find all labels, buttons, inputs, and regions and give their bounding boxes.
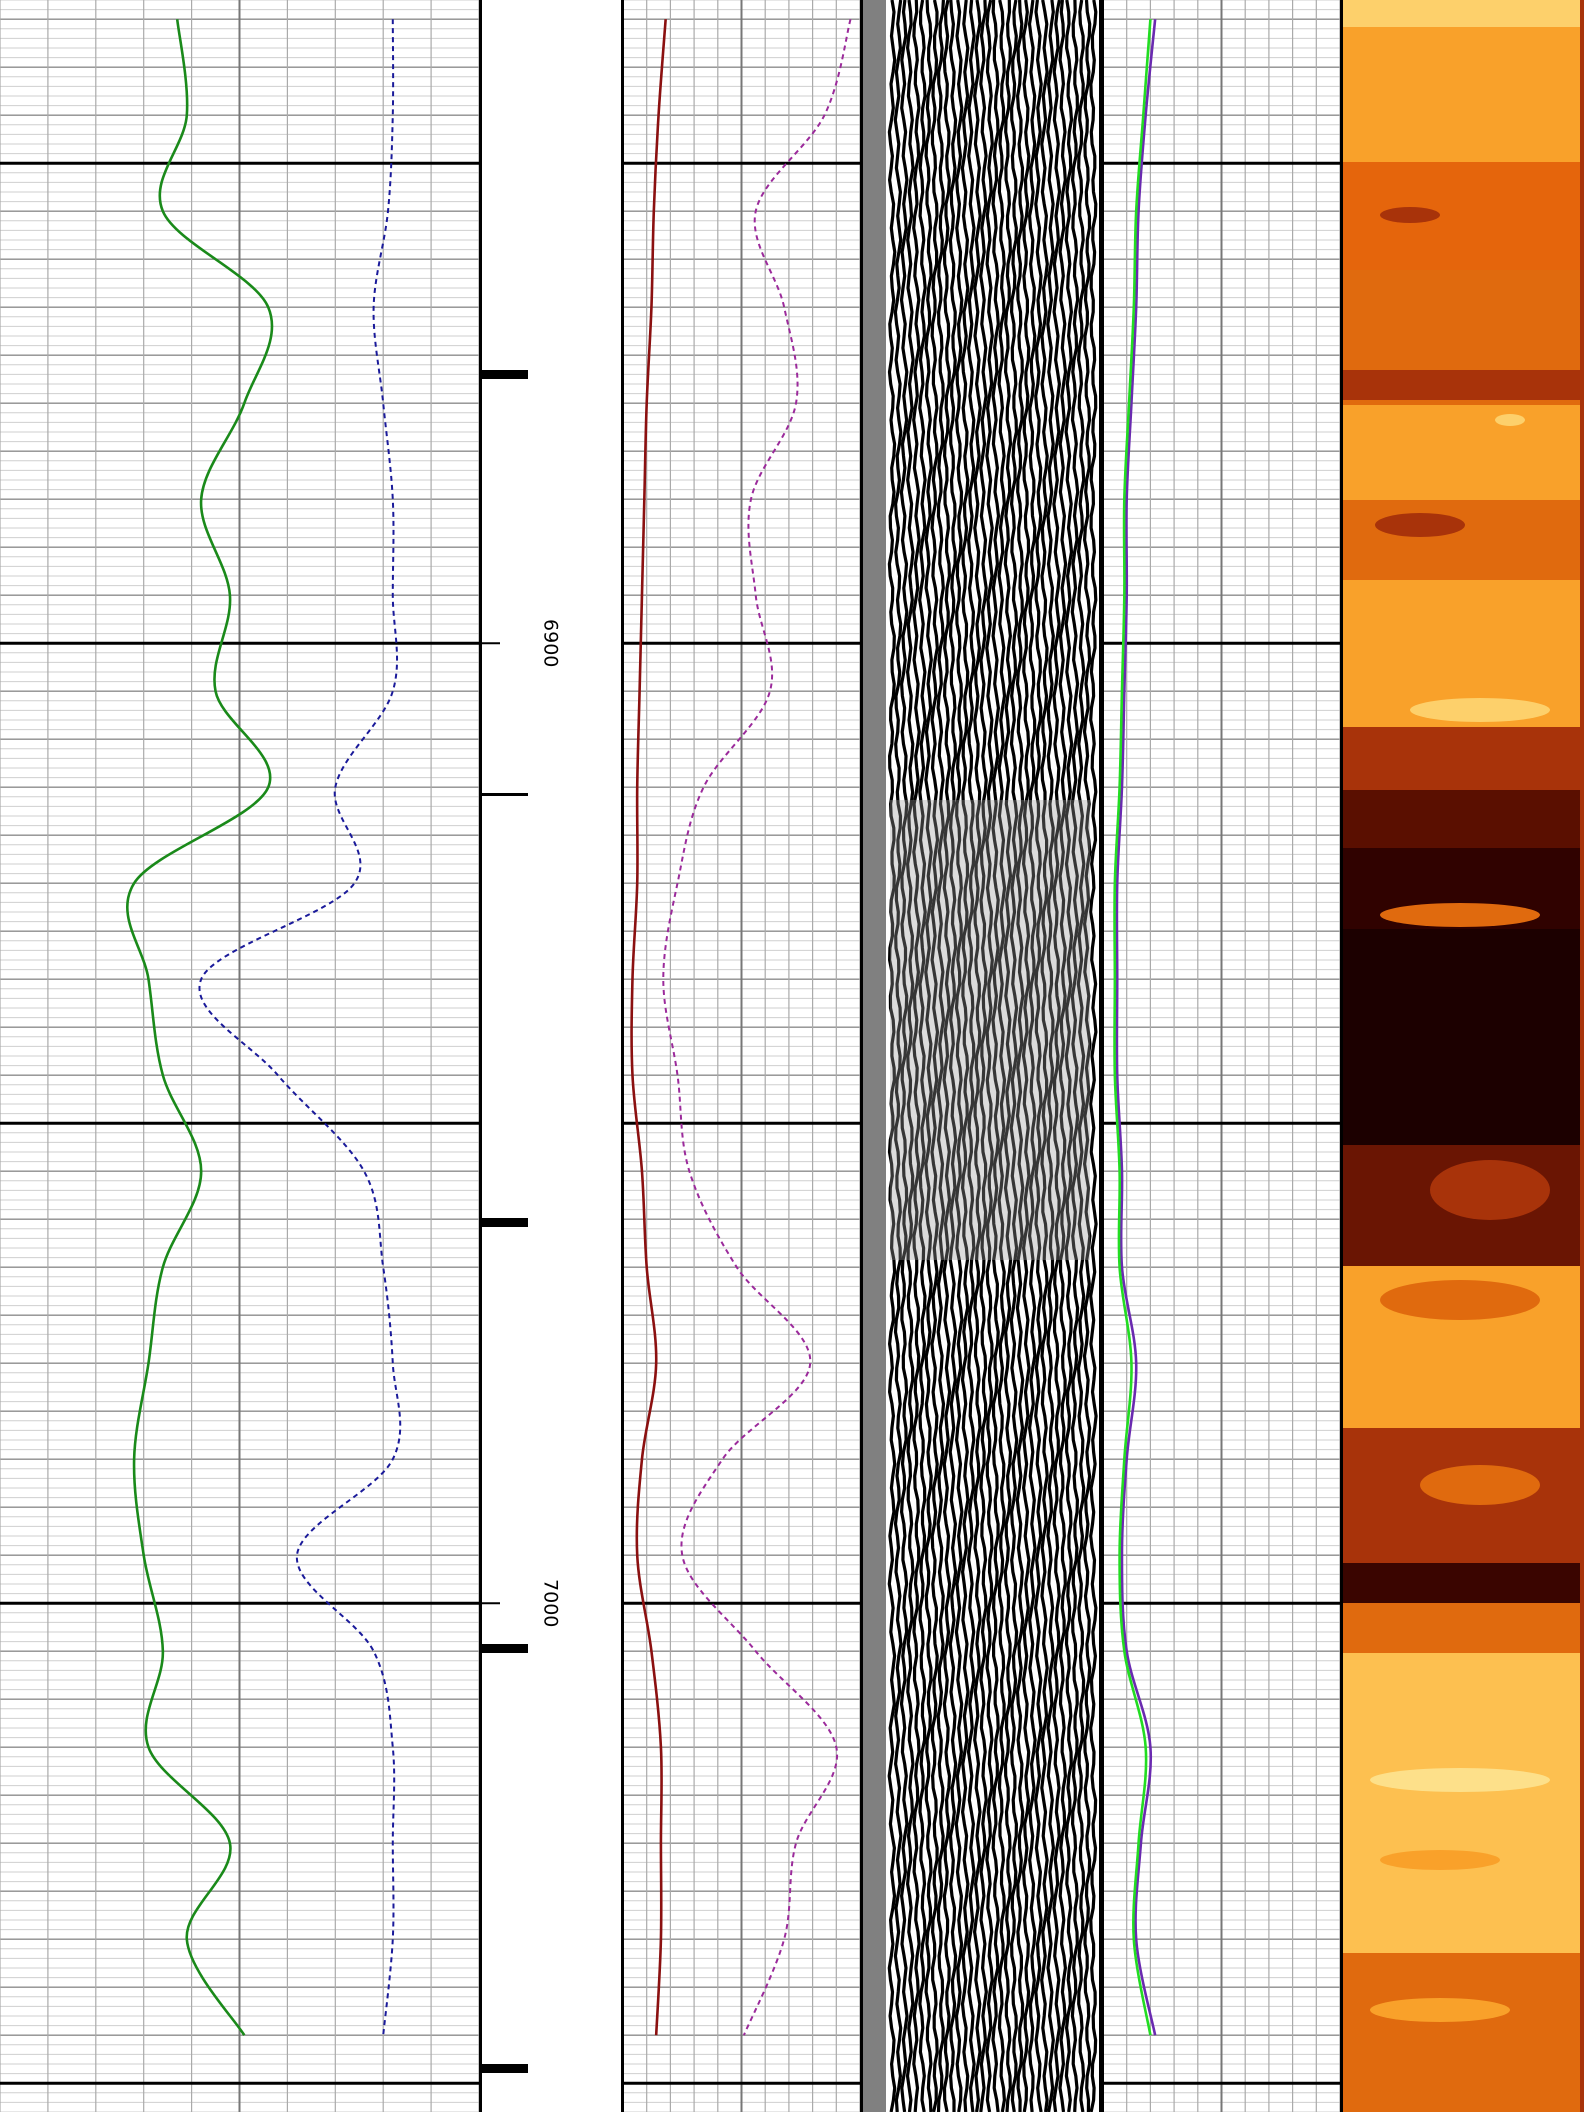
image-stripe — [991, 0, 1001, 2112]
grid — [0, 0, 1345, 2112]
image-stripe — [1076, 0, 1086, 2112]
log-curve — [1115, 19, 1157, 2036]
image-stripe — [924, 0, 933, 2112]
image-stripe — [979, 0, 988, 2112]
image-stripe — [1058, 0, 1068, 2112]
image-stripe — [948, 0, 958, 2112]
image-stripe — [887, 0, 897, 2112]
depth-marker — [481, 1218, 528, 1227]
depth-label: 6900 — [540, 619, 562, 667]
image-stripe — [1082, 0, 1092, 2112]
log-curve — [630, 19, 667, 2036]
image-stripe — [1021, 0, 1031, 2112]
image-stripe — [1046, 0, 1056, 2112]
image-stripe — [972, 0, 982, 2112]
image-stripe — [960, 0, 970, 2112]
image-stripe — [936, 0, 946, 2112]
color-track — [1340, 0, 1584, 2112]
depth-marker — [481, 2064, 528, 2073]
image-stripe — [930, 0, 940, 2112]
image-stripe — [1052, 0, 1062, 2112]
log-curve — [1113, 19, 1152, 2036]
image-stripe — [942, 0, 952, 2112]
image-stripe — [1015, 0, 1025, 2112]
image-stripe — [1033, 0, 1043, 2112]
image-stripe — [1088, 0, 1098, 2112]
image-stripe — [966, 0, 976, 2112]
image-stripe — [899, 0, 909, 2112]
depth-label: 7000 — [540, 1579, 562, 1627]
curves — [126, 18, 1157, 2036]
image-stripe — [1064, 0, 1074, 2112]
image-stripe — [1070, 0, 1080, 2112]
image-stripe — [893, 0, 903, 2112]
image-stripe — [985, 0, 994, 2112]
image-stripe — [905, 0, 915, 2112]
depth-marker — [481, 1644, 528, 1653]
image-stripe — [1040, 0, 1049, 2112]
log-curve — [126, 19, 274, 2036]
image-stripe — [1003, 0, 1013, 2112]
image-stripe — [954, 0, 964, 2112]
track-borders — [479, 0, 1104, 2112]
depth-marker — [481, 793, 528, 796]
image-stripe — [918, 0, 927, 2112]
log-curve — [662, 18, 852, 2036]
image-track — [862, 0, 1103, 2112]
image-stripe — [997, 0, 1007, 2112]
image-stripe — [912, 0, 921, 2112]
image-stripe — [1027, 0, 1037, 2112]
image-stripe — [1009, 0, 1019, 2112]
depth-marker — [481, 370, 528, 379]
